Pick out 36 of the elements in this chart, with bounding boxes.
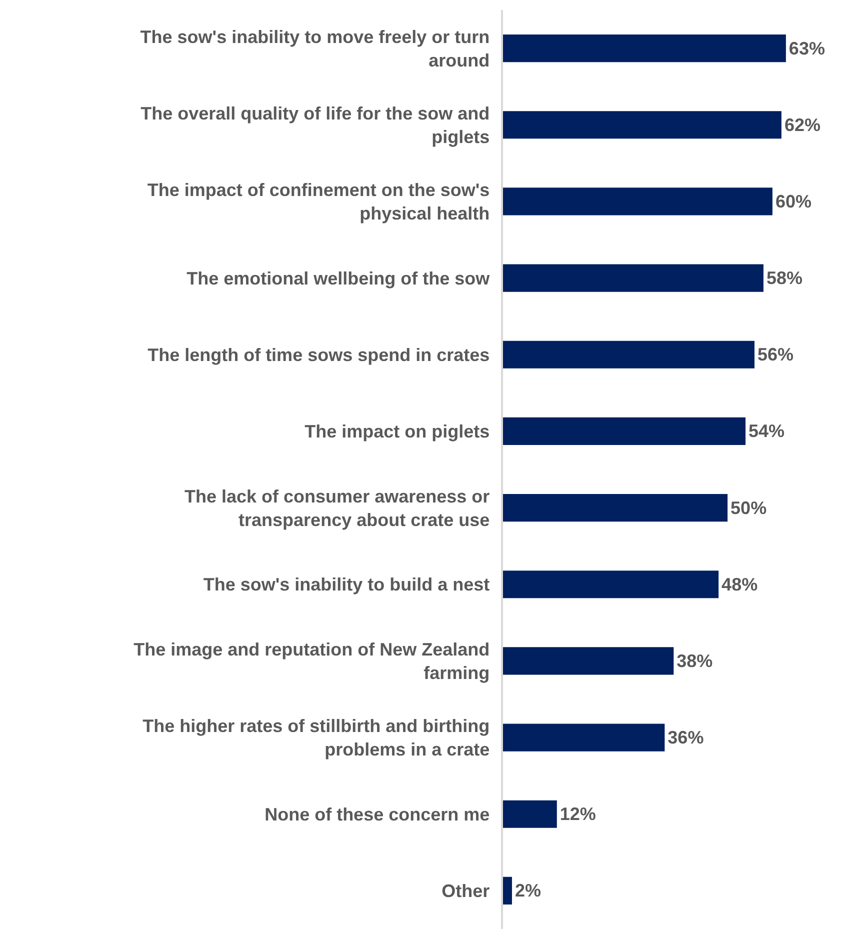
data-label: 62%	[784, 114, 820, 135]
y-tick-label: The lack of consumer awareness or transparency about crate use	[184, 486, 490, 530]
data-label: 2%	[514, 880, 541, 901]
y-tick-label: The emotional wellbeing of the sow	[186, 268, 491, 288]
bar	[503, 188, 772, 216]
y-tick-label: The impact on piglets	[304, 422, 490, 442]
bar	[503, 494, 728, 522]
bar	[503, 417, 746, 445]
data-label: 56%	[757, 344, 794, 365]
data-label: 36%	[668, 728, 704, 748]
y-tick-label: The image and reputation of New Zealand farming	[134, 640, 490, 683]
y-tick-label: The higher rates of stillbirth and birthing problems in a crate	[142, 716, 490, 760]
bar	[503, 340, 754, 368]
bar	[503, 647, 674, 675]
data-label: 12%	[560, 804, 596, 824]
bar	[503, 111, 782, 139]
bar	[503, 264, 764, 292]
y-tick-label: The sow's inability to build a nest	[203, 574, 490, 595]
bar	[503, 724, 665, 752]
data-label: 58%	[766, 268, 802, 288]
data-label: 48%	[722, 574, 758, 594]
y-tick-label: Other	[442, 881, 490, 902]
bar	[503, 800, 557, 828]
bar	[503, 570, 719, 598]
y-tick-label: The sow's inability to move freely or turn around	[140, 26, 490, 70]
bar	[503, 876, 512, 904]
bar	[503, 34, 786, 62]
y-tick-label: None of these concern me	[264, 804, 490, 824]
data-label: 54%	[748, 421, 785, 442]
data-label: 50%	[730, 498, 767, 518]
data-label: 60%	[775, 191, 812, 212]
y-tick-label: The overall quality of life for the sow and piglets	[140, 103, 490, 147]
y-tick-label: The length of time sows spend in crates	[148, 344, 490, 365]
y-tick-label: The impact of confinement on the sow's physical health	[147, 180, 490, 224]
data-label: 63%	[788, 38, 825, 58]
data-label: 38%	[676, 650, 713, 671]
